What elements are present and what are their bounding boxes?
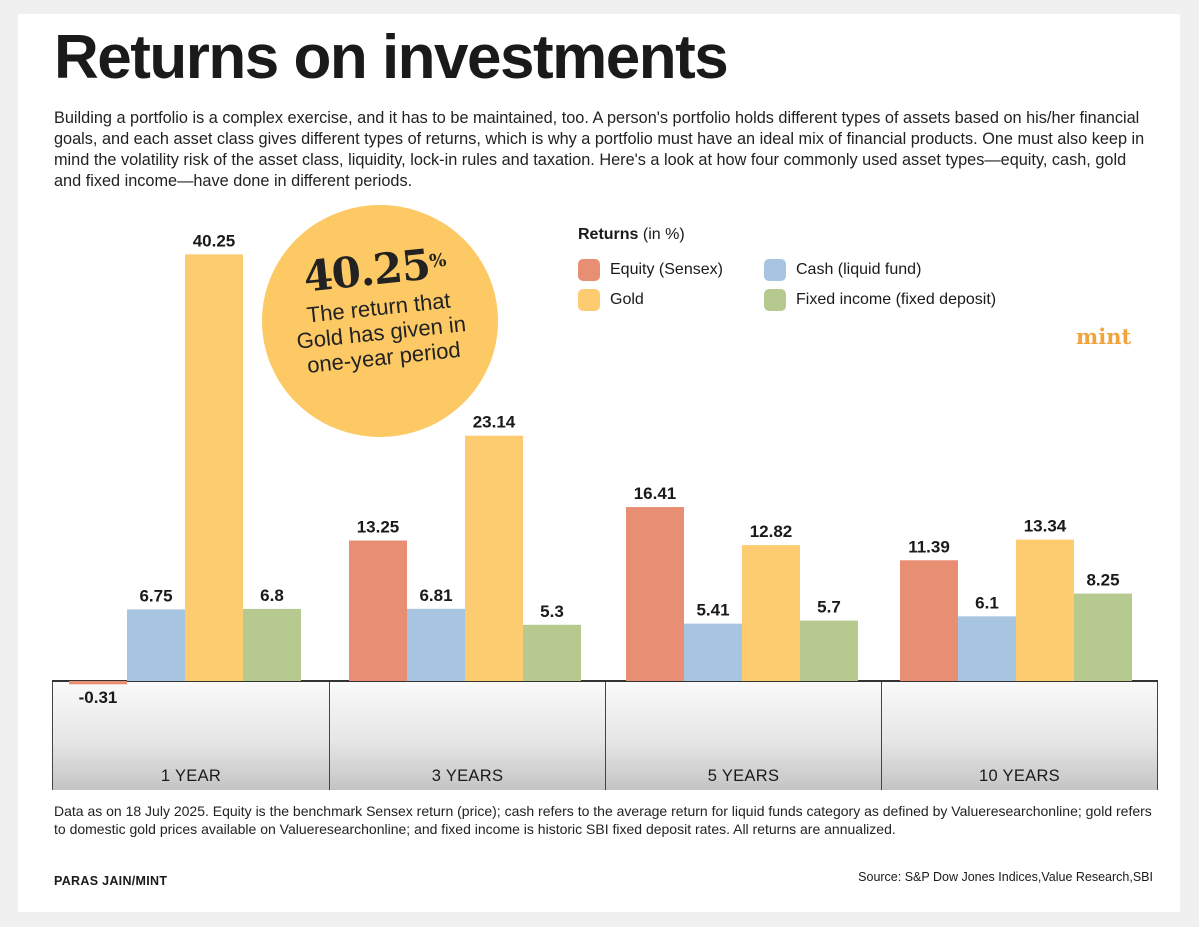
source-note: Source: S&P Dow Jones Indices,Value Rese… xyxy=(858,870,1153,884)
bar-cash xyxy=(684,623,742,681)
bar-value-label: 11.39 xyxy=(908,537,950,556)
bar-value-label: 5.7 xyxy=(817,598,841,617)
bar-fixed xyxy=(243,608,301,681)
period-label: 1 YEAR xyxy=(160,767,222,785)
bar-value-label: 6.1 xyxy=(975,593,999,612)
bar-fixed xyxy=(1074,593,1132,681)
legend-item-gold: Gold xyxy=(578,289,644,311)
legend-swatch-cash xyxy=(764,259,786,281)
legend-swatch-gold xyxy=(578,289,600,311)
mint-logo: mint xyxy=(1076,324,1132,349)
legend-label-fixed: Fixed income (fixed deposit) xyxy=(796,291,997,308)
bar-equity xyxy=(349,540,407,681)
bar-equity xyxy=(900,560,958,681)
bar-fixed xyxy=(800,620,858,681)
period-band: 3 YEARS xyxy=(329,682,605,790)
bar-value-label: 13.34 xyxy=(1024,517,1067,536)
bar-value-label: 23.14 xyxy=(473,413,516,432)
legend-swatch-fixed xyxy=(764,289,786,311)
period-bands: 1 YEAR 3 YEARS 5 YEARS 10 YEARS xyxy=(52,682,1158,790)
bar-gold xyxy=(1016,539,1074,681)
bar-value-label: 6.81 xyxy=(419,586,452,605)
bar-cash xyxy=(958,616,1016,681)
bar-value-label: 16.41 xyxy=(634,484,677,503)
bar-gold xyxy=(465,435,523,681)
bar-gold xyxy=(742,545,800,681)
gold-callout-circle: 40.25% The return that Gold has given in… xyxy=(262,205,498,437)
legend-label-gold: Gold xyxy=(610,291,644,308)
bar-equity xyxy=(69,681,127,685)
bar-cash xyxy=(127,609,185,681)
intro-paragraph: Building a portfolio is a complex exerci… xyxy=(54,109,1145,190)
legend-swatch-equity xyxy=(578,259,600,281)
bar-equity xyxy=(626,507,684,681)
legend-label-equity: Equity (Sensex) xyxy=(610,261,723,278)
period-band: 10 YEARS xyxy=(881,682,1158,790)
bar-value-label: 5.3 xyxy=(540,602,564,621)
bar-gold xyxy=(185,254,243,681)
period-band: 1 YEAR xyxy=(52,682,329,790)
period-label: 10 YEARS xyxy=(979,767,1060,785)
legend-title: Returns (in %) xyxy=(578,226,685,243)
bar-value-label: 5.41 xyxy=(696,601,729,620)
legend-item-equity: Equity (Sensex) xyxy=(578,259,723,281)
legend-label-cash: Cash (liquid fund) xyxy=(796,261,922,278)
bar-value-label: 6.8 xyxy=(260,586,284,605)
bar-value-label: -0.31 xyxy=(79,688,118,707)
legend-item-fixed: Fixed income (fixed deposit) xyxy=(764,289,996,311)
credit: PARAS JAIN/MINT xyxy=(54,874,168,888)
page-title: Returns on investments xyxy=(54,23,729,92)
bar-fixed xyxy=(523,624,581,681)
period-band: 5 YEARS xyxy=(605,682,881,790)
period-label: 5 YEARS xyxy=(707,767,780,785)
footnote: Data as on 18 July 2025. Equity is the b… xyxy=(54,803,1152,837)
bar-value-label: 13.25 xyxy=(357,518,400,537)
bar-value-label: 40.25 xyxy=(193,231,236,250)
bar-cash xyxy=(407,608,465,681)
legend-item-cash: Cash (liquid fund) xyxy=(764,259,921,281)
bar-value-label: 8.25 xyxy=(1086,571,1119,590)
bar-value-label: 6.75 xyxy=(139,586,172,605)
bar-value-label: 12.82 xyxy=(750,522,793,541)
period-label: 3 YEARS xyxy=(431,767,504,785)
